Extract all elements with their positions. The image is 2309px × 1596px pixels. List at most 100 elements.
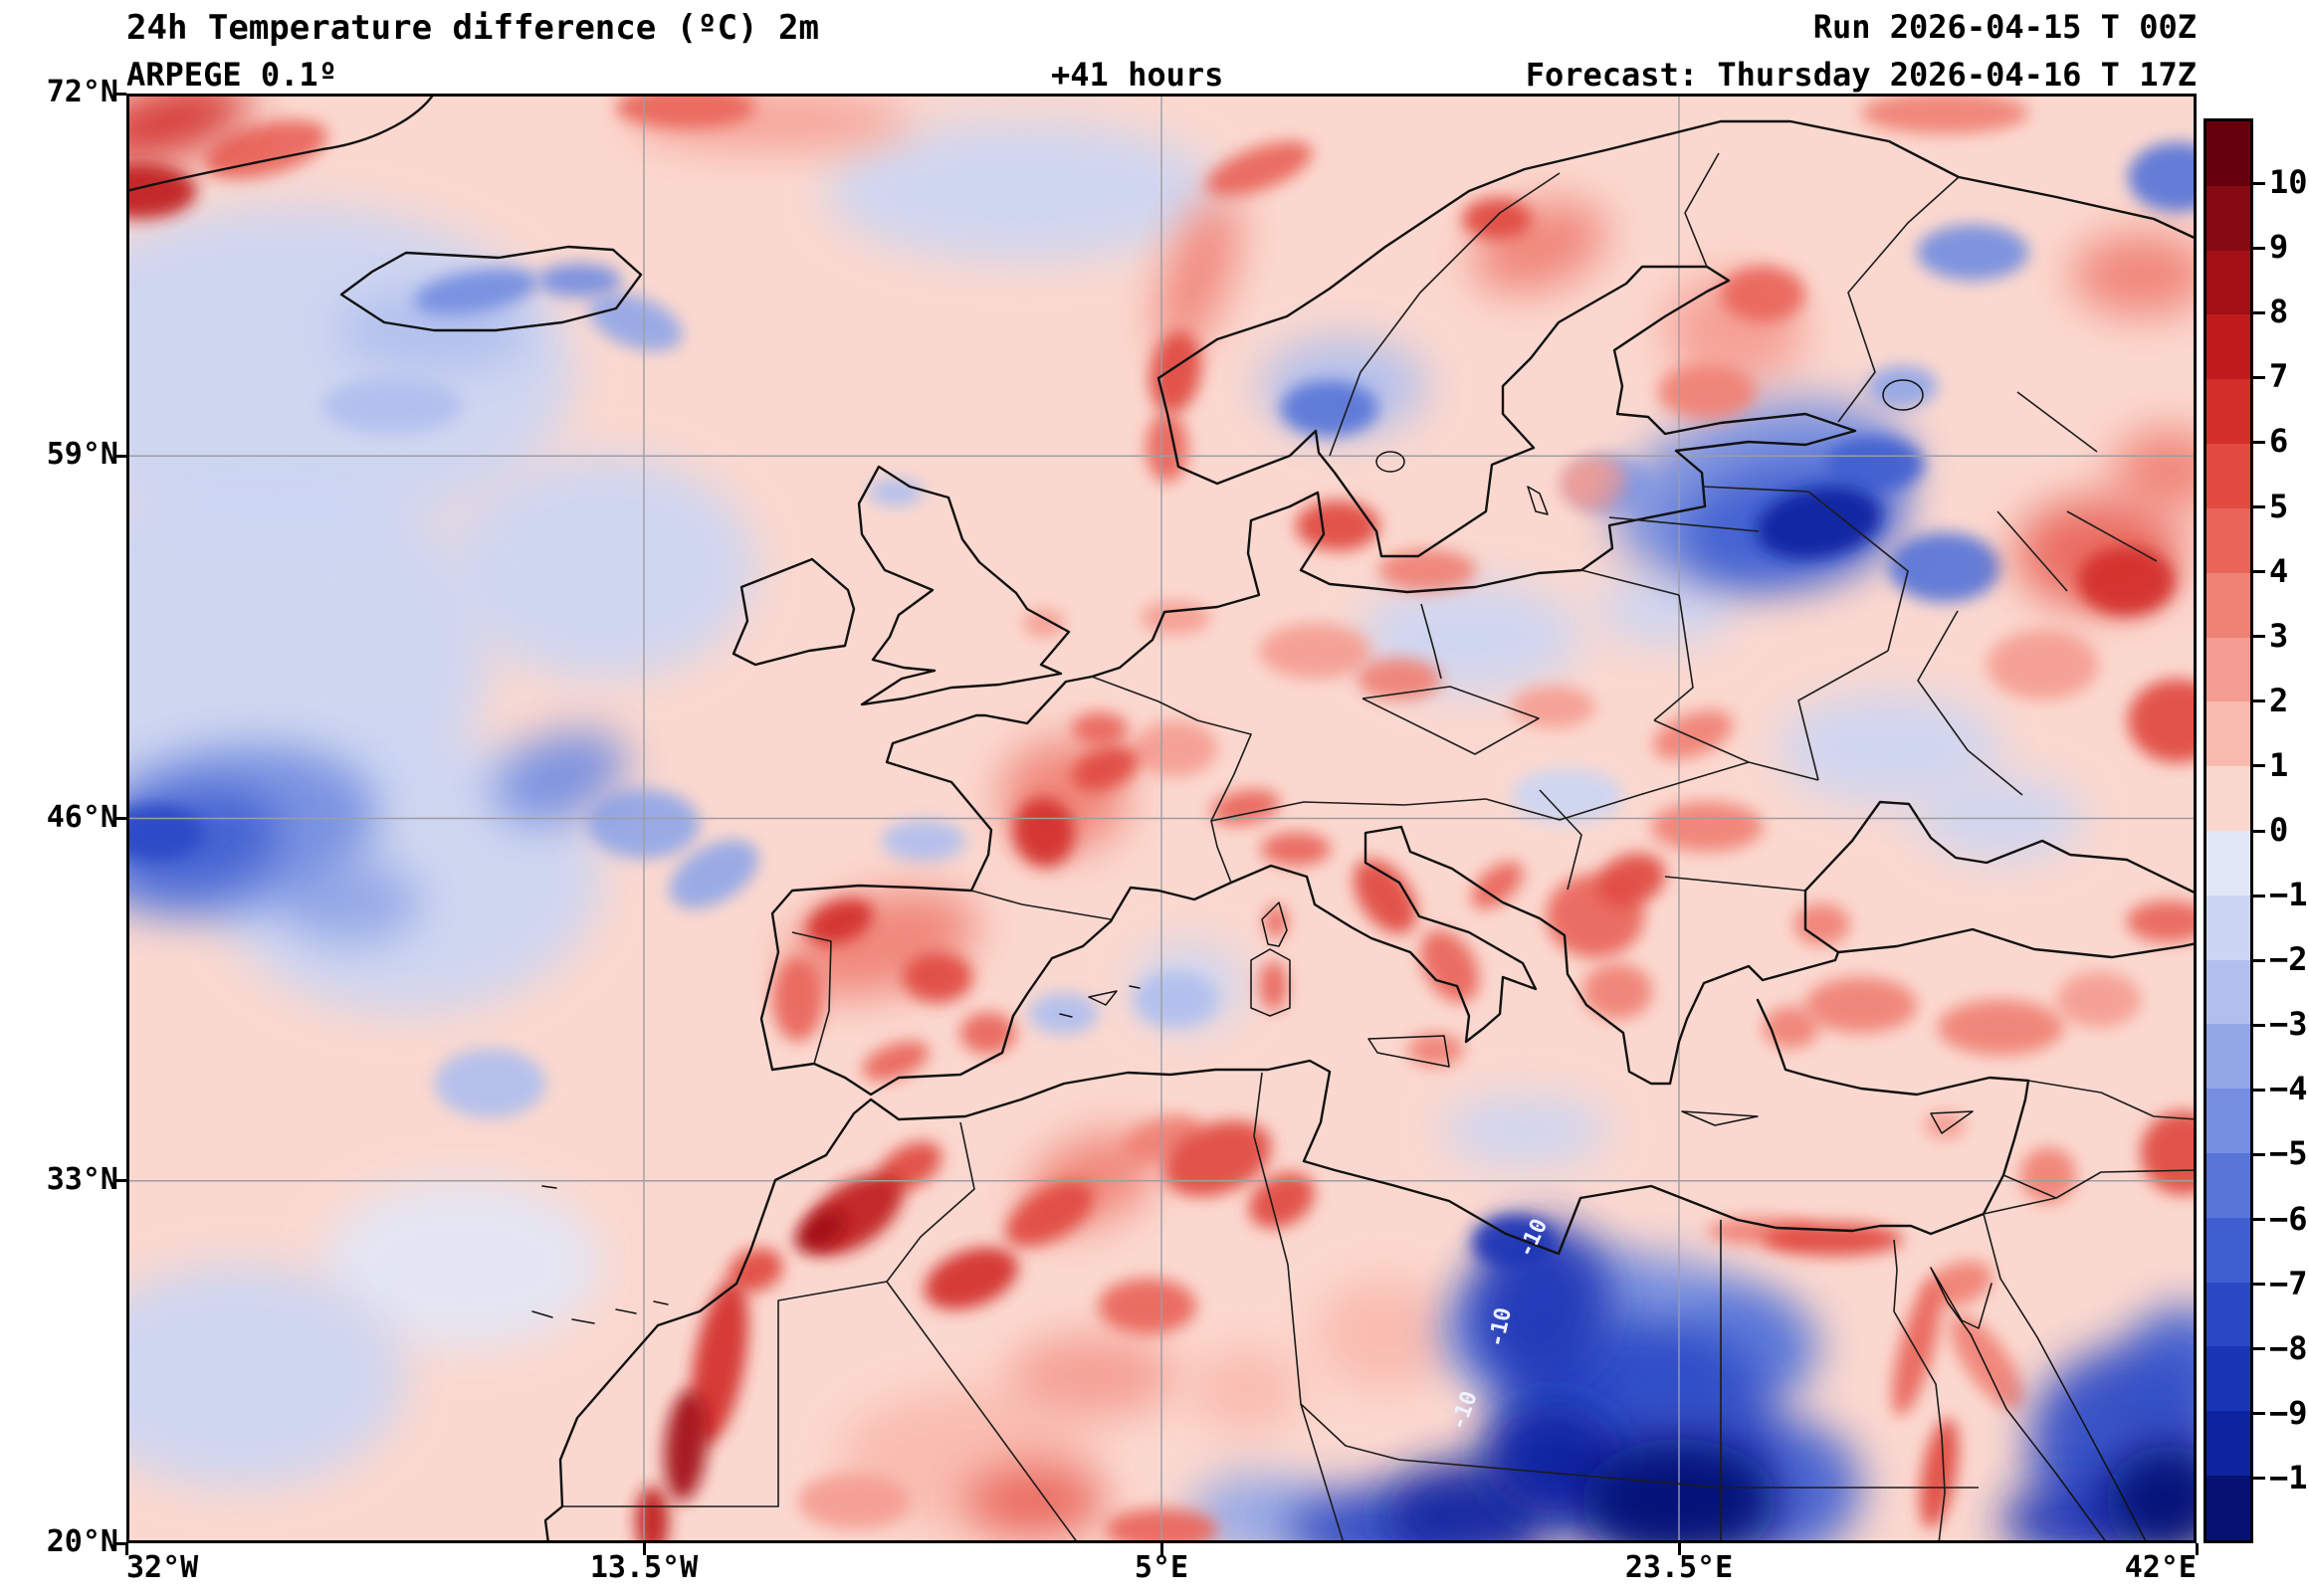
cyprus-coast bbox=[1930, 1110, 1974, 1134]
gotland-coast bbox=[1527, 486, 1549, 515]
colorbar-tick-mark bbox=[2253, 375, 2265, 379]
lat-tick-label: 46°N bbox=[46, 799, 118, 835]
colorbar-segment bbox=[2206, 507, 2250, 573]
colorbar-tick-mark bbox=[2253, 699, 2265, 703]
colorbar-tick-label: −3 bbox=[2269, 1005, 2308, 1044]
colorbar-tick-label: 7 bbox=[2269, 357, 2289, 396]
lat-tick-mark bbox=[114, 817, 126, 820]
colorbar-segment bbox=[2206, 830, 2250, 896]
model-label: ARPEGE 0.1º bbox=[126, 56, 337, 94]
colorbar-tick-label: −5 bbox=[2269, 1134, 2308, 1173]
lon-tick-label: 13.5°W bbox=[589, 1550, 699, 1585]
colorbar-segment bbox=[2206, 1153, 2250, 1218]
lead-time-label: +41 hours bbox=[1051, 56, 1224, 94]
lat-tick-mark bbox=[114, 92, 126, 96]
colorbar-tick-mark bbox=[2253, 1218, 2265, 1222]
colorbar-segment bbox=[2206, 959, 2250, 1025]
map-title: 24h Temperature difference (ºC) 2m bbox=[126, 8, 819, 48]
sicily-coast bbox=[1367, 1035, 1450, 1068]
lon-tick-label: 42°E bbox=[2124, 1550, 2197, 1585]
colorbar-tick-mark bbox=[2253, 1088, 2265, 1092]
balearics-coast bbox=[1059, 985, 1141, 1018]
lon-tick-label: 23.5°E bbox=[1624, 1550, 1734, 1585]
colorbar-segment bbox=[2206, 185, 2250, 251]
lat-tick-mark bbox=[114, 1541, 126, 1545]
africa-levant-coast bbox=[543, 998, 2030, 1543]
lake-ladoga bbox=[1882, 379, 1924, 411]
colorbar-tick-label: 8 bbox=[2269, 293, 2289, 331]
colorbar-segment bbox=[2206, 1024, 2250, 1090]
lat-tick-mark bbox=[114, 454, 126, 458]
iceland-coast bbox=[339, 245, 643, 332]
colorbar-tick-label: 10 bbox=[2269, 163, 2308, 202]
colorbar-tick-mark bbox=[2253, 764, 2265, 768]
forecast-label: Forecast: Thursday 2026-04-16 T 17Z bbox=[1525, 56, 2197, 94]
colorbar-segment bbox=[2206, 766, 2250, 831]
colorbar-segment bbox=[2206, 637, 2250, 702]
colorbar-tick-mark bbox=[2253, 1412, 2265, 1416]
colorbar-tick-label: −10 bbox=[2269, 1458, 2309, 1496]
temperature-anomaly-field bbox=[126, 94, 2197, 1543]
colorbar-tick-mark bbox=[2253, 570, 2265, 574]
colorbar-segment bbox=[2206, 895, 2250, 960]
colorbar-tick-mark bbox=[2253, 894, 2265, 898]
colorbar-tick-label: 6 bbox=[2269, 422, 2289, 461]
sardinia-coast bbox=[1250, 948, 1291, 1017]
colorbar-tick-label: 3 bbox=[2269, 616, 2289, 655]
map-frame bbox=[126, 94, 2197, 1543]
colorbar-tick-mark bbox=[2253, 1152, 2265, 1156]
colorbar-segment bbox=[2206, 1282, 2250, 1347]
colorbar-segment bbox=[2206, 572, 2250, 638]
lon-tick-label: 5°E bbox=[1134, 1550, 1189, 1585]
corsica-coast bbox=[1261, 901, 1288, 947]
colorbar-tick-label: −7 bbox=[2269, 1264, 2308, 1302]
colorbar-tick-mark bbox=[2253, 829, 2265, 833]
colorbar-tick-mark bbox=[2253, 505, 2265, 509]
colorbar-tick-label: 4 bbox=[2269, 551, 2289, 590]
ireland-coast bbox=[732, 557, 856, 667]
colorbar-segment bbox=[2206, 444, 2250, 508]
colorbar-tick-mark bbox=[2253, 635, 2265, 639]
colorbar-tick-label: 0 bbox=[2269, 811, 2289, 849]
map-canvas: -10-10-10 bbox=[126, 94, 2197, 1543]
lake-vanern bbox=[1375, 451, 1405, 473]
colorbar-segment bbox=[2206, 314, 2250, 380]
colorbar-tick-mark bbox=[2253, 958, 2265, 962]
colorbar-tick-mark bbox=[2253, 246, 2265, 250]
greenland-coast bbox=[126, 94, 436, 193]
lat-tick-label: 33°N bbox=[46, 1161, 118, 1197]
colorbar-tick-label: −4 bbox=[2269, 1070, 2308, 1108]
colorbar-segment bbox=[2206, 121, 2250, 186]
sinai-coast bbox=[1930, 1267, 2148, 1543]
lat-tick-label: 72°N bbox=[46, 75, 118, 109]
colorbar-tick-mark bbox=[2253, 440, 2265, 444]
colorbar-tick-mark bbox=[2253, 1283, 2265, 1287]
colorbar-tick-mark bbox=[2253, 1347, 2265, 1351]
colorbar-tick-mark bbox=[2253, 1023, 2265, 1027]
crete-coast bbox=[1681, 1110, 1759, 1126]
colorbar-segment bbox=[2206, 1089, 2250, 1153]
colorbar-segment bbox=[2206, 379, 2250, 445]
colorbar bbox=[2204, 118, 2253, 1543]
lon-tick-mark bbox=[1159, 1543, 1163, 1555]
lat-tick-mark bbox=[114, 1179, 126, 1183]
country-borders bbox=[562, 152, 2197, 1543]
colorbar-tick-label: −1 bbox=[2269, 876, 2308, 914]
colorbar-tick-mark bbox=[2253, 1477, 2265, 1481]
colorbar-segment bbox=[2206, 701, 2250, 767]
colorbar-segment bbox=[2206, 1411, 2250, 1477]
nile-river bbox=[1893, 1239, 1946, 1543]
britain-coast bbox=[857, 465, 1071, 706]
lon-tick-label: 32°W bbox=[126, 1550, 199, 1585]
lat-tick-label: 59°N bbox=[46, 437, 118, 473]
colorbar-segment bbox=[2206, 1346, 2250, 1412]
graticule bbox=[126, 94, 2197, 1543]
lon-tick-mark bbox=[642, 1543, 646, 1555]
colorbar-segment bbox=[2206, 1476, 2250, 1540]
lon-tick-mark bbox=[2195, 1543, 2199, 1555]
colorbar-tick-label: −6 bbox=[2269, 1199, 2308, 1238]
colorbar-tick-mark bbox=[2253, 310, 2265, 314]
colorbar-tick-label: −9 bbox=[2269, 1393, 2308, 1432]
colorbar-tick-mark bbox=[2253, 181, 2265, 185]
